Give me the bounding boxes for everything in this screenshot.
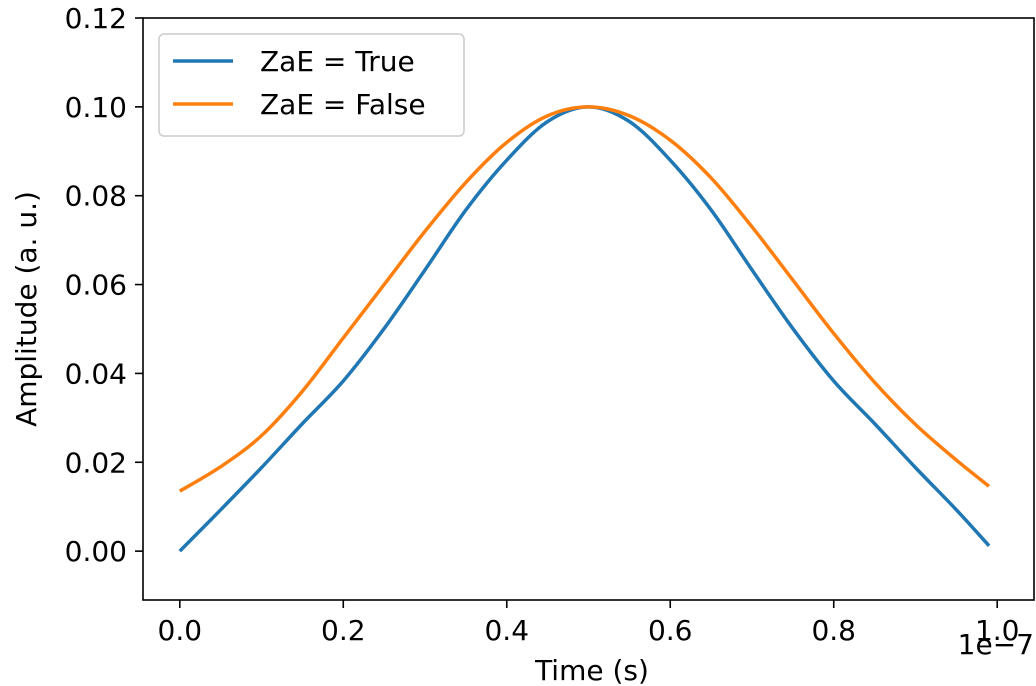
x-offset-label: 1e−7: [958, 628, 1034, 661]
y-tick-label: 0.06: [65, 269, 127, 302]
x-tick-label: 1.0: [975, 614, 1020, 647]
x-axis-label: Time (s): [534, 654, 649, 686]
legend: ZaE = True ZaE = False: [158, 33, 465, 137]
x-tick-label: 0.2: [321, 614, 366, 647]
y-tick-label: 0.10: [65, 91, 127, 124]
y-tick-label: 0.12: [65, 2, 127, 35]
x-tick-label: 0.6: [648, 614, 693, 647]
series-layer: [178, 105, 991, 553]
y-tick-label: 0.00: [65, 535, 127, 568]
plot-frame: [142, 17, 1035, 601]
y-tick-label: 0.08: [65, 180, 127, 213]
x-axis: 0.0 0.2 0.4 0.6 0.8 1.0: [158, 600, 1020, 647]
legend-label-true: ZaE = True: [260, 45, 415, 78]
x-tick-label: 0.4: [484, 614, 529, 647]
y-axis-label: Amplitude (a. u.): [10, 191, 43, 427]
legend-label-false: ZaE = False: [260, 88, 426, 121]
series-line-0: [178, 105, 991, 553]
x-tick-label: 0.0: [158, 614, 203, 647]
x-tick-label: 0.8: [811, 614, 856, 647]
y-tick-label: 0.04: [65, 357, 127, 390]
series-line-1: [178, 105, 991, 493]
legend-frame: [158, 33, 465, 137]
y-tick-label: 0.02: [65, 446, 127, 479]
y-axis: 0.00 0.02 0.04 0.06 0.08 0.10 0.12: [65, 2, 143, 568]
